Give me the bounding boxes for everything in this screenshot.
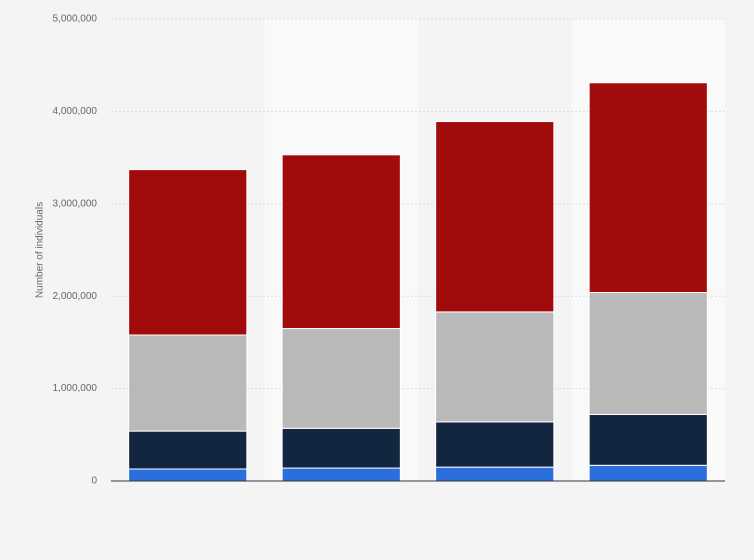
bar-segment <box>435 421 555 468</box>
bar-segment <box>128 334 248 432</box>
bar-segment <box>281 427 401 469</box>
y-tick-label: 2,000,000 <box>53 291 98 302</box>
bar-segment <box>588 82 708 294</box>
bar-segment <box>281 467 401 482</box>
bar-segment <box>128 430 248 470</box>
bar-segment <box>128 169 248 336</box>
bar-segment <box>435 121 555 313</box>
bar-segment <box>588 292 708 415</box>
y-tick-label: 0 <box>91 476 97 487</box>
bar-segment <box>128 468 248 482</box>
bar-segment <box>435 466 555 482</box>
bar-segment <box>588 464 708 482</box>
y-tick-label: 1,000,000 <box>53 383 98 394</box>
bar-segment <box>281 154 401 330</box>
bar-segment <box>281 328 401 429</box>
y-tick-label: 5,000,000 <box>53 14 98 25</box>
bar-segment <box>435 311 555 423</box>
y-axis-label: Number of individuals <box>35 202 46 298</box>
bar-segment <box>588 413 708 466</box>
y-tick-label: 4,000,000 <box>53 106 98 117</box>
y-tick-label: 3,000,000 <box>53 198 98 209</box>
